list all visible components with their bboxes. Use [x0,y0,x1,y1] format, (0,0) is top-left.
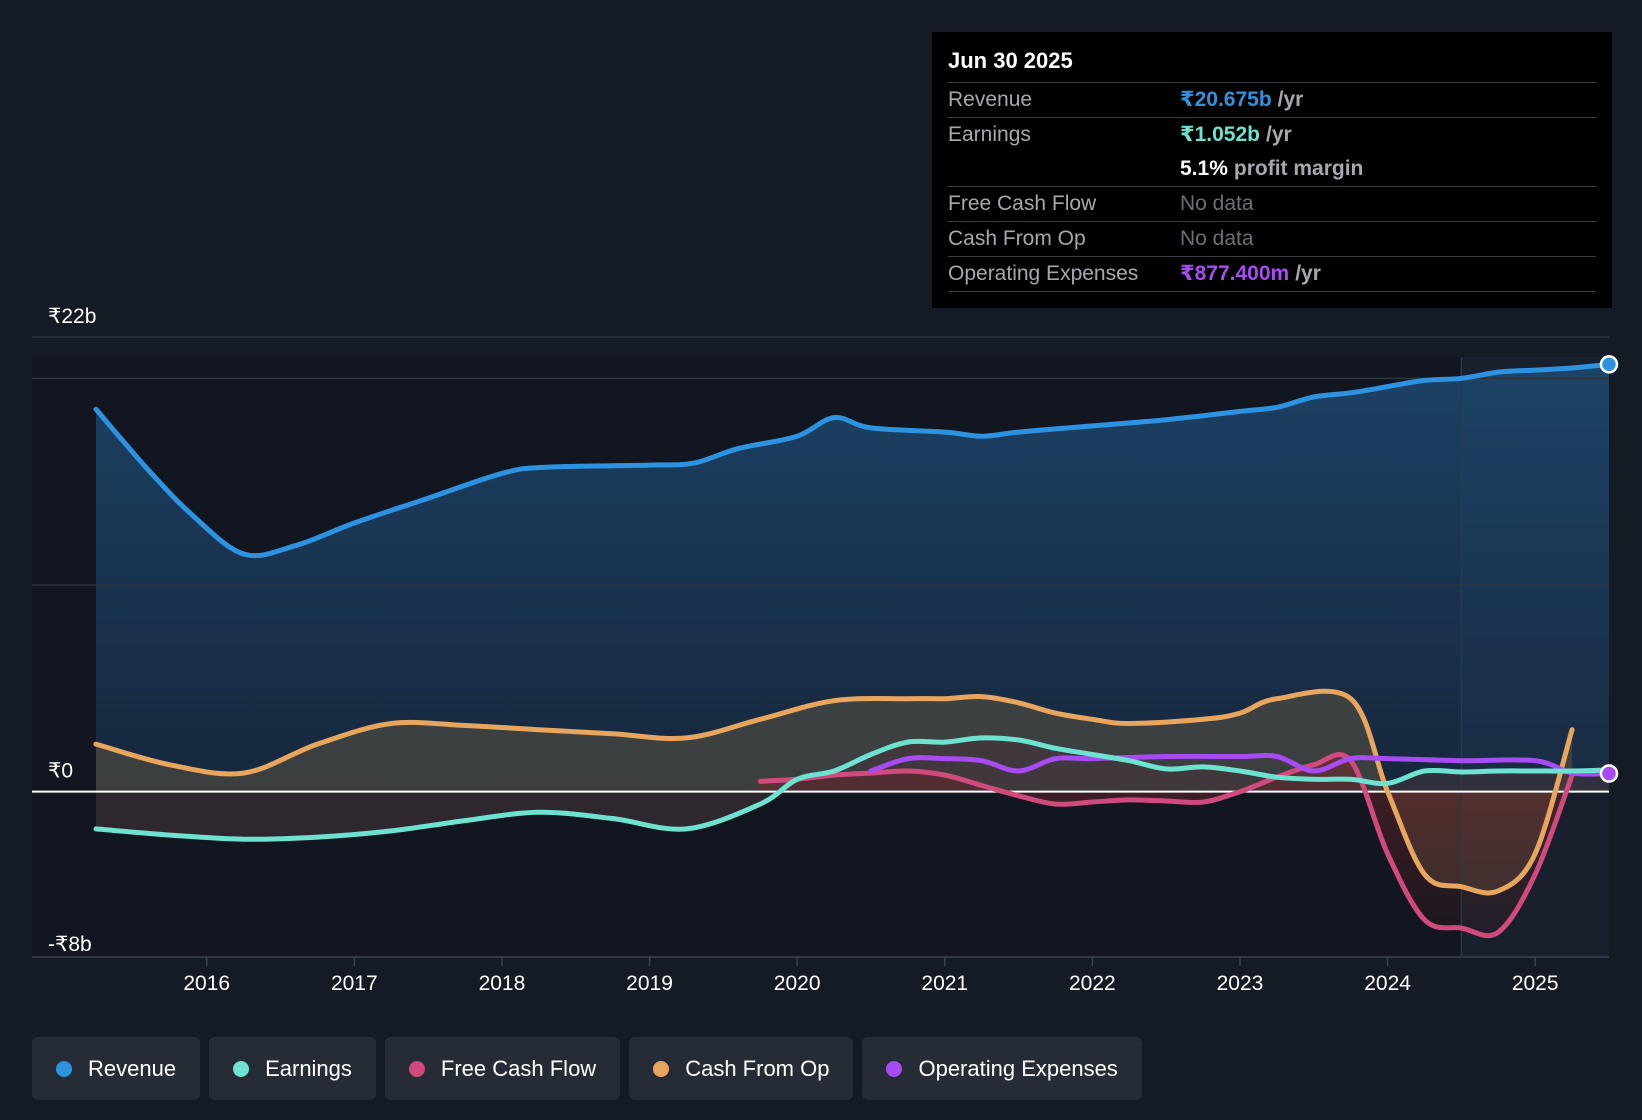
tooltip-row: Operating Expenses ₹877.400m/yr [948,257,1596,292]
tooltip-label: Earnings [948,123,1031,146]
x-tick-label: 2018 [479,972,526,995]
legend-dot-icon [408,1060,425,1077]
tooltip-label: Revenue [948,88,1033,111]
tooltip-unit: /yr [1277,88,1304,111]
x-tick-label: 2025 [1512,972,1559,995]
x-tick-label: 2021 [921,972,968,995]
x-tick-label: 2016 [183,972,230,995]
legend-item-revenue[interactable]: Revenue [32,1037,201,1100]
tooltip-value: ₹1.052b [1180,123,1260,146]
x-tick-label: 2023 [1217,972,1264,995]
legend-item-operating-expenses[interactable]: Operating Expenses [862,1037,1142,1100]
legend-item-free-cash-flow[interactable]: Free Cash Flow [384,1037,621,1100]
tooltip-value: No data [1180,227,1254,250]
tooltip-row: Revenue ₹20.675b/yr [948,83,1596,118]
legend-dot-icon [886,1060,903,1077]
series-line-cash-from-op [93,688,1575,896]
tooltip-unit: profit margin [1233,157,1364,180]
tooltip-label [948,152,1180,186]
series-line-operating-expenses [868,752,1612,777]
tooltip-label: Operating Expenses [948,262,1139,285]
legend-dot-icon [233,1060,250,1077]
legend-label: Free Cash Flow [440,1055,597,1081]
series-end-marker [1599,764,1619,783]
legend-item-cash-from-op[interactable]: Cash From Op [629,1037,854,1100]
y-tick-label: ₹0 [48,760,73,783]
tooltip-value: ₹877.400m [1180,262,1290,285]
legend-dot-icon [653,1060,670,1077]
tooltip-unit: /yr [1295,262,1321,285]
tooltip-panel: Jun 30 2025 Revenue ₹20.675b/yr Earnings ₹1… [932,32,1612,308]
cash-from-op-area [96,691,1573,893]
chart-legend: Revenue Earnings Free Cash Flow Cash From O… [32,1037,1142,1100]
x-tick-label: 2017 [331,972,378,995]
legend-label: Cash From Op [685,1055,830,1081]
tooltip-value: 5.1% [1180,157,1228,180]
y-tick-label: ₹22b [48,305,96,328]
tooltip-row: Free Cash Flow No data [948,187,1596,222]
x-tick-label: 2022 [1069,972,1116,995]
tooltip-row: 5.1% profit margin [948,152,1596,187]
tooltip-value: ₹20.675b [1180,88,1272,111]
series-line-earnings [93,735,1612,842]
series-line-revenue [93,361,1612,559]
tooltip-value: No data [1180,192,1254,215]
earnings-negative-area [96,737,1609,840]
tooltip-date: Jun 30 2025 [948,46,1596,83]
series-end-marker [1599,355,1619,374]
revenue-area [96,364,1609,792]
legend-label: Revenue [88,1055,177,1081]
x-tick-label: 2024 [1364,972,1411,995]
y-tick-label: -₹8b [48,933,92,956]
tooltip-row: Cash From Op No data [948,222,1596,257]
legend-item-earnings[interactable]: Earnings [209,1037,376,1100]
x-tick-label: 2020 [774,972,821,995]
series-line-free-cash-flow [757,752,1575,939]
x-tick-label: 2019 [626,972,673,995]
legend-dot-icon [56,1060,72,1077]
tooltip-label: Cash From Op [948,227,1086,250]
tooltip-unit: /yr [1266,123,1292,146]
legend-label: Operating Expenses [918,1055,1118,1081]
tooltip-row: Earnings ₹1.052b/yr [948,118,1596,152]
tooltip-label: Free Cash Flow [948,192,1097,215]
legend-label: Earnings [265,1055,352,1081]
